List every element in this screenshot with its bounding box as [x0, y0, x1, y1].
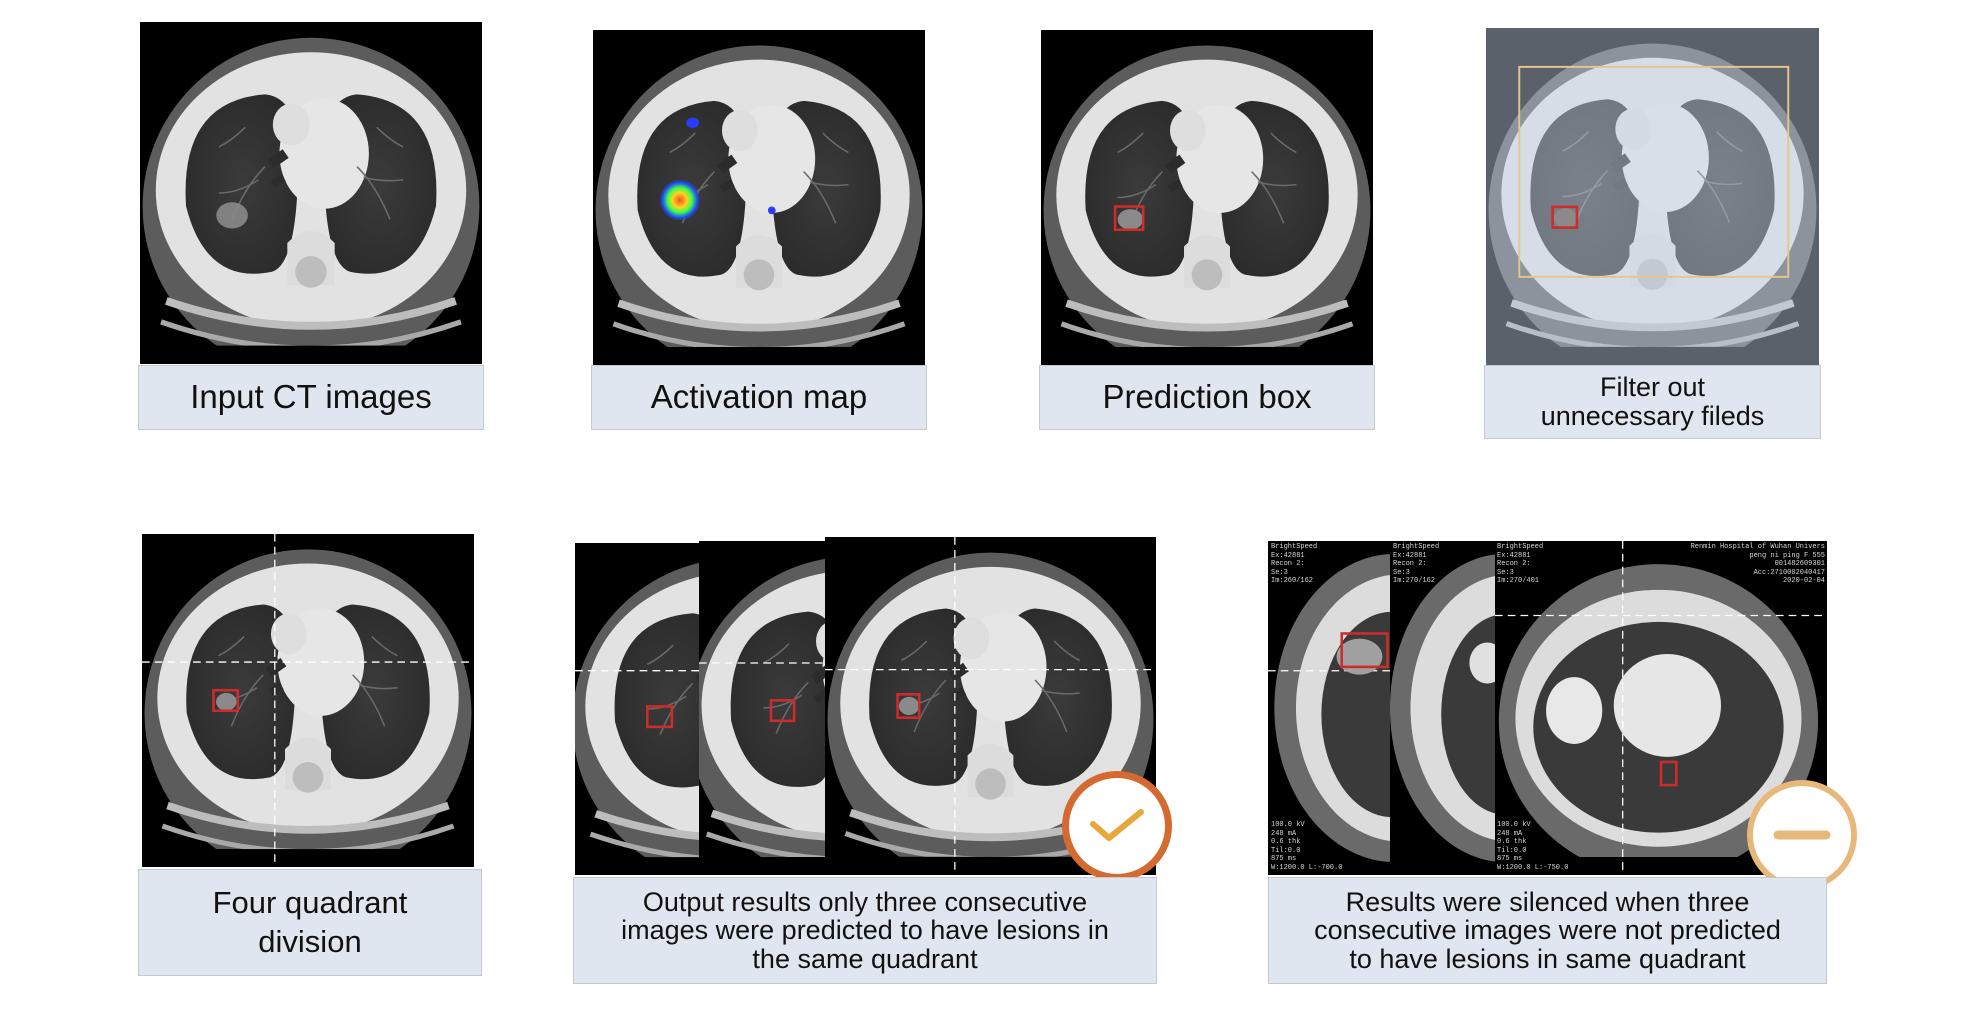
overlay-ms: 875 ms [1271, 855, 1297, 863]
overlay-kv-3: 100.0 kV [1497, 821, 1531, 829]
activation-map-image [593, 30, 925, 365]
four-quadrant-label: Four quadrant division [138, 869, 482, 976]
prediction-box-label: Prediction box [1039, 365, 1375, 430]
silenced-slice-3-header-left: BrightSpeed Ex:42881 Recon 2: Se:3 Im:27… [1497, 543, 1543, 586]
output-results-label-line1: Output results only three consecutive [642, 886, 1088, 917]
overlay-acc: Acc:2710002040417 [1753, 568, 1825, 577]
silenced-slice-3-footer: 100.0 kV 248 mA 0.6 thk Til:0.0 875 ms W… [1497, 821, 1568, 872]
overlay-exam-2: Ex:42881 [1393, 551, 1427, 560]
filter-fields-label-line1: Filter out [1599, 372, 1706, 403]
silenced-results-label-line2: consecutive images were not predicted [1314, 915, 1781, 946]
output-results-label: Output results only three consecutive im… [573, 877, 1157, 984]
overlay-ma-3: 248 mA [1497, 829, 1523, 838]
overlay-hospital-1: Renmin Hospital of Wuhan Univers [1690, 543, 1825, 551]
overlay-exam: Ex:42881 [1271, 551, 1305, 560]
overlay-recon-3: Recon 2: [1497, 560, 1531, 568]
overlay-image-3: Im:270/401 [1497, 577, 1540, 585]
overlay-image-1: Im:260/162 [1271, 577, 1314, 585]
overlay-ma: 248 mA [1271, 829, 1297, 838]
overlay-recon: Recon 2: [1271, 560, 1305, 568]
activation-map-label: Activation map [591, 365, 927, 430]
activation-map-label-text: Activation map [650, 378, 868, 416]
silenced-results-label-line1: Results were silenced when three [1345, 886, 1750, 917]
overlay-series-3: Se:3 [1497, 568, 1514, 577]
silenced-results-label-line3: to have lesions in same quadrant [1349, 943, 1746, 974]
output-results-label-line3: the same quadrant [752, 943, 978, 974]
overlay-recon-2: Recon 2: [1393, 560, 1427, 568]
silenced-badge [1747, 780, 1857, 890]
consecutive-slice-2 [699, 541, 825, 875]
four-quadrant-label-line1: Four quadrant [212, 884, 408, 920]
overlay-exam-3: Ex:42881 [1497, 551, 1531, 560]
accepted-badge [1062, 771, 1172, 881]
prediction-box-label-text: Prediction box [1102, 378, 1312, 416]
silenced-results-label: Results were silenced when three consecu… [1268, 877, 1827, 984]
silenced-slice-3: BrightSpeed Ex:42881 Recon 2: Se:3 Im:27… [1495, 541, 1827, 875]
input-ct-label: Input CT images [138, 365, 484, 430]
overlay-image-2: Im:270/162 [1393, 577, 1436, 585]
four-quadrant-label-line2: division [258, 923, 362, 959]
overlay-wl-3: W:1200.0 L:-750.0 [1497, 863, 1569, 872]
overlay-series-2: Se:3 [1393, 568, 1410, 577]
silenced-slice-2-header: BrightSpeed Ex:42881 Recon 2: Se:3 Im:27… [1393, 543, 1439, 586]
overlay-scanner-2: BrightSpeed [1393, 543, 1440, 551]
checkmark-icon [1090, 809, 1144, 841]
minus-icon [1773, 830, 1831, 840]
input-ct-label-text: Input CT images [190, 378, 432, 416]
consecutive-slice-1 [575, 543, 699, 875]
input-ct-image [140, 22, 482, 364]
overlay-thk-3: 0.6 thk [1497, 838, 1527, 846]
overlay-hospital-3: 001482609301 [1774, 560, 1825, 568]
overlay-date: 2020-02-04 [1782, 577, 1825, 585]
overlay-scanner: BrightSpeed [1271, 543, 1318, 551]
filter-fields-label-line2: unnecessary fileds [1540, 401, 1765, 431]
silenced-slice-3-header-right: Renmin Hospital of Wuhan Univers peng ni… [1691, 543, 1825, 586]
prediction-box-image [1041, 30, 1373, 365]
silenced-slice-1: BrightSpeed Ex:42881 Recon 2: Se:3 Im:26… [1268, 541, 1390, 875]
filter-fields-image [1486, 28, 1819, 365]
overlay-scanner-3: BrightSpeed [1497, 543, 1544, 551]
overlay-kv: 100.0 kV [1271, 821, 1305, 829]
overlay-thk: 0.6 thk [1271, 838, 1301, 846]
overlay-series: Se:3 [1271, 568, 1288, 577]
silenced-slice-2: BrightSpeed Ex:42881 Recon 2: Se:3 Im:27… [1390, 541, 1495, 875]
output-results-label-line2: images were predicted to have lesions in [621, 915, 1109, 946]
four-quadrant-image [142, 534, 474, 867]
overlay-hospital-2: peng ni ping F 555 [1749, 551, 1825, 560]
overlay-ms-3: 875 ms [1497, 855, 1523, 863]
silenced-slice-1-header: BrightSpeed Ex:42881 Recon 2: Se:3 Im:26… [1271, 543, 1317, 586]
overlay-tilt: Til:0.0 [1271, 846, 1301, 855]
filter-fields-label: Filter out unnecessary fileds [1484, 365, 1821, 439]
silenced-slice-1-footer: 100.0 kV 248 mA 0.6 thk Til:0.0 875 ms W… [1271, 821, 1342, 872]
overlay-wl: W:1200.0 L:-700.0 [1271, 863, 1343, 872]
overlay-tilt-3: Til:0.0 [1497, 846, 1527, 855]
